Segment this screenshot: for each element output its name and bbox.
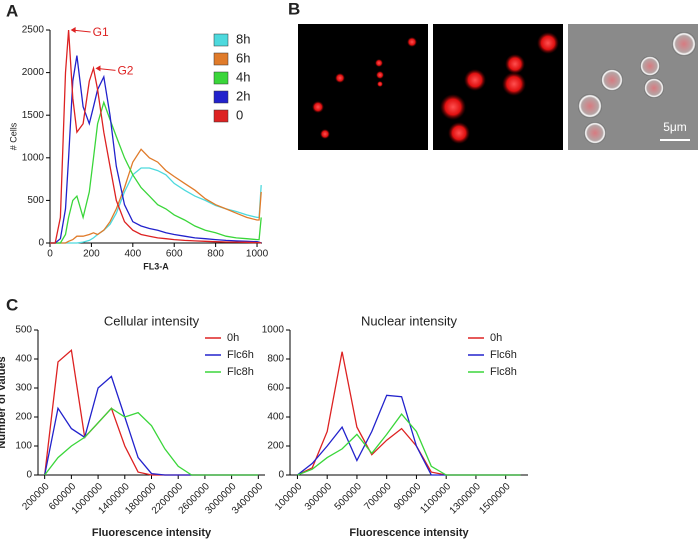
x-axis-label: FL3-A <box>143 261 169 271</box>
legend-swatch <box>213 33 229 47</box>
series-line <box>297 351 521 476</box>
legend-label: Flc6h <box>227 349 254 361</box>
x-tick-label: 200 <box>83 249 100 260</box>
y-axis-label: Number of values <box>0 356 8 448</box>
x-tick-label: 700000 <box>362 481 394 513</box>
y-tick-label: 500 <box>15 325 32 336</box>
x-tick-label: 1500000 <box>477 481 513 517</box>
x-tick-label: 200000 <box>20 481 52 513</box>
series-line <box>50 148 262 244</box>
y-tick-label: 0 <box>38 238 44 249</box>
y-tick-label: 2500 <box>22 25 45 36</box>
panel-label: C <box>6 295 18 314</box>
series-line <box>50 55 262 244</box>
legend-label: Flc6h <box>490 349 517 361</box>
y-tick-label: 1000 <box>262 325 285 336</box>
panel-label: B <box>288 0 300 18</box>
x-tick-label: 300000 <box>303 481 335 513</box>
y-tick-label: 400 <box>15 354 32 365</box>
y-tick-label: 0 <box>26 470 32 481</box>
x-axis-label: Fluorescence intensity <box>92 527 212 539</box>
legend-label: Flc8h <box>227 366 254 378</box>
x-tick-label: 600 <box>166 249 183 260</box>
y-tick-label: 400 <box>267 412 284 423</box>
y-tick-label: 1000 <box>22 152 45 163</box>
y-tick-label: 600 <box>267 383 284 394</box>
legend-label: 4h <box>236 69 250 84</box>
x-tick-label: 1100000 <box>418 481 453 516</box>
legend-label: 0 <box>236 107 243 122</box>
series-line <box>297 394 521 476</box>
panel-label: A <box>6 1 18 20</box>
y-tick-label: 0 <box>278 470 284 481</box>
y-tick-label: 500 <box>27 195 44 206</box>
y-axis-label: # Cells <box>8 122 18 150</box>
legend-label: 8h <box>236 31 250 46</box>
x-tick-label: 400 <box>124 249 141 260</box>
series-line <box>44 407 259 476</box>
x-axis-label: Fluorescence intensity <box>349 527 469 539</box>
x-tick-label: 800 <box>207 249 224 260</box>
series-line <box>50 100 262 244</box>
series-line <box>297 413 521 476</box>
y-tick-label: 100 <box>15 441 32 452</box>
legend-label: 2h <box>236 88 250 103</box>
annotation-arrowhead <box>70 27 76 33</box>
scale-bar-label: 5μm <box>663 120 687 134</box>
micrographs <box>298 24 698 150</box>
legend-swatch <box>213 52 229 66</box>
y-tick-label: 300 <box>15 383 32 394</box>
series-line <box>50 29 262 244</box>
legend-label: 0h <box>227 332 239 344</box>
chart-title: Cellular intensity <box>104 313 200 328</box>
x-tick-label: 1300000 <box>448 481 484 517</box>
x-tick-label: 1000 <box>246 249 269 260</box>
annotation: G2 <box>117 64 133 78</box>
legend-swatch <box>213 109 229 123</box>
legend-swatch <box>213 90 229 104</box>
legend-label: 0h <box>490 332 502 344</box>
legend-label: Flc8h <box>490 366 517 378</box>
series-line <box>50 167 262 244</box>
y-tick-label: 200 <box>15 412 32 423</box>
x-tick-label: 0 <box>47 249 53 260</box>
y-tick-label: 1500 <box>22 110 45 121</box>
chart-title: Nuclear intensity <box>361 313 458 328</box>
x-tick-label: 500000 <box>333 481 365 513</box>
x-tick-label: 100000 <box>273 481 305 513</box>
annotation-arrowhead <box>95 65 101 72</box>
y-tick-label: 200 <box>267 441 284 452</box>
annotation: G1 <box>93 25 109 39</box>
legend-swatch <box>213 71 229 85</box>
y-tick-label: 800 <box>267 354 284 365</box>
y-tick-label: 2000 <box>22 67 45 78</box>
legend-label: 6h <box>236 50 250 65</box>
